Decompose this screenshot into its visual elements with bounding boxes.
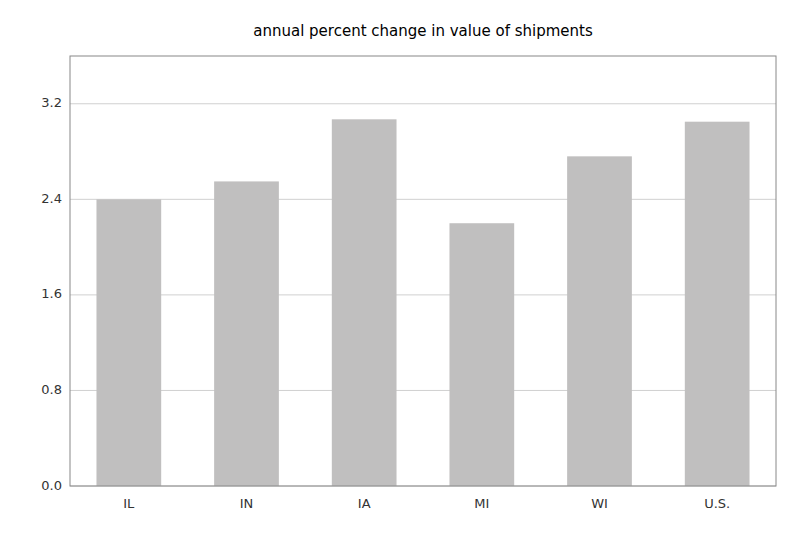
y-tick-label: 0.0 — [41, 478, 62, 493]
x-tick-label: U.S. — [704, 496, 730, 511]
x-axis: IL IN IA MI WI U.S. — [123, 496, 730, 511]
bar — [96, 199, 161, 486]
chart-svg: 0.0 0.8 1.6 2.4 3.2 IL IN IA MI WI U.S. annual perc… — [0, 0, 800, 536]
x-tick-label: IA — [358, 496, 371, 511]
y-tick-label: 2.4 — [41, 191, 62, 206]
chart-title: annual percent change in value of shipme… — [253, 22, 593, 40]
plot-frame — [70, 56, 776, 486]
x-tick-label: IN — [240, 496, 254, 511]
y-tick-label: 0.8 — [41, 382, 62, 397]
bar — [449, 223, 514, 486]
bar — [567, 156, 632, 486]
bar — [332, 119, 397, 486]
y-tick-label: 3.2 — [41, 95, 62, 110]
x-tick-label: IL — [123, 496, 135, 511]
bar — [685, 122, 750, 486]
bar — [214, 181, 279, 486]
bars — [96, 119, 749, 486]
grid-line — [70, 199, 776, 200]
grid — [70, 104, 776, 486]
x-tick-label: MI — [474, 496, 489, 511]
y-tick-label: 1.6 — [41, 286, 62, 301]
x-tick-label: WI — [591, 496, 608, 511]
chart-container: 0.0 0.8 1.6 2.4 3.2 IL IN IA MI WI U.S. annual perc… — [0, 0, 800, 536]
grid-line — [70, 103, 776, 104]
y-axis: 0.0 0.8 1.6 2.4 3.2 — [41, 95, 62, 492]
grid-line — [70, 390, 776, 391]
grid-line — [70, 294, 776, 295]
